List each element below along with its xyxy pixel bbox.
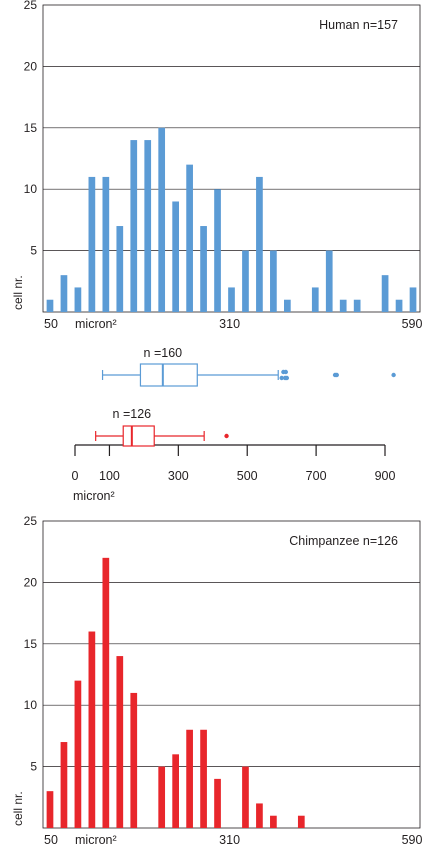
chimp-bar: [270, 815, 277, 828]
boxplot-panel: 0 100 300 500 700 900 micron² n =160 n =126: [72, 346, 396, 503]
chimp-bar: [214, 778, 221, 828]
human-ytick-label: 20: [24, 59, 38, 73]
chimp-ytick-label: 10: [24, 698, 38, 712]
chimp-bar: [256, 803, 263, 828]
chimp-xtick-label: 310: [219, 833, 240, 847]
human-bar: [339, 299, 347, 312]
chimp-xtick-label: 590: [402, 833, 423, 847]
human-bar: [144, 140, 152, 312]
box-chimp-box: [122, 425, 155, 447]
human-bar: [74, 287, 82, 312]
chimp-bar: [242, 766, 249, 828]
human-bar: [186, 164, 193, 312]
human-bar: [130, 140, 138, 312]
human-xtick-label: 50: [44, 317, 58, 331]
chimp-bar: [297, 815, 305, 828]
human-ylabel: cell nr.: [11, 275, 25, 310]
box-chimp-n-label: n =126: [113, 407, 152, 421]
human-bar: [395, 299, 403, 312]
chimp-bar: [60, 742, 68, 828]
human-bar: [60, 275, 68, 312]
human-ytick-label: 15: [24, 121, 38, 135]
chimp-annotation: Chimpanzee n=126: [289, 534, 398, 548]
box-human-box: [139, 363, 198, 387]
chimp-bar: [102, 557, 110, 828]
human-annotation: Human n=157: [319, 18, 398, 32]
human-xtick-label: 590: [402, 317, 423, 331]
human-bar: [228, 287, 235, 312]
box-tick-label: 100: [99, 469, 120, 483]
human-bar: [200, 226, 207, 312]
human-histogram: 5 10 15 20 25 cell nr. Human n=157 50 310 590 micr…: [11, 0, 422, 331]
chimp-ytick-label: 5: [30, 760, 37, 774]
chimp-ylabel: cell nr.: [11, 791, 25, 826]
human-bar: [158, 127, 166, 312]
box-xlabel: micron²: [73, 489, 115, 503]
human-bar: [102, 176, 110, 312]
chimp-ytick-label: 20: [24, 575, 38, 589]
chimp-bar: [158, 766, 166, 828]
human-bar: [88, 176, 96, 312]
chimp-frame: [42, 520, 421, 829]
box-tick-label: 300: [168, 469, 189, 483]
human-bar: [381, 275, 389, 312]
chimp-bar: [116, 656, 124, 828]
chimp-bar: [74, 680, 82, 828]
box-human-outlier: [391, 372, 396, 378]
box-chimp-outlier: [224, 433, 229, 439]
human-bar: [242, 250, 249, 312]
chimp-bar: [46, 791, 54, 828]
chimp-histogram: 5 10 15 20 25 cell nr. Chimpanzee n=126 50 310 59…: [11, 514, 422, 847]
chimp-bar: [130, 692, 138, 828]
human-xlabel: micron²: [75, 317, 117, 331]
human-bar: [325, 250, 333, 312]
box-tick-label: 700: [306, 469, 327, 483]
chimp-bar: [200, 729, 207, 828]
box-human-outlier: [283, 369, 288, 375]
human-xtick-label: 310: [219, 317, 240, 331]
chimp-ytick-label: 25: [24, 514, 38, 528]
human-bar: [284, 299, 291, 312]
chimp-ytick-label: 15: [24, 637, 38, 651]
chimp-bar: [88, 631, 96, 828]
box-tick-label: 900: [375, 469, 396, 483]
human-ytick-label: 10: [24, 182, 38, 196]
box-human-n-label: n =160: [144, 346, 183, 360]
human-bar: [270, 250, 277, 312]
box-tick-label: 500: [237, 469, 258, 483]
human-ytick-label: 25: [24, 0, 38, 12]
human-bar: [256, 176, 263, 312]
box-human-outlier: [279, 375, 284, 381]
chimp-xtick-label: 50: [44, 833, 58, 847]
box-tick-label: 0: [72, 469, 79, 483]
box-human-outlier: [334, 372, 339, 378]
human-frame: [42, 4, 421, 313]
human-bar: [311, 287, 319, 312]
chimp-xlabel: micron²: [75, 833, 117, 847]
chimp-bar: [172, 754, 179, 828]
human-bar: [409, 287, 417, 312]
human-bar: [353, 299, 361, 312]
chimp-bar: [186, 729, 193, 828]
human-bar: [46, 299, 54, 312]
human-bar: [214, 189, 221, 312]
human-bar: [116, 226, 124, 312]
human-bar: [172, 201, 179, 312]
box-human-outlier: [284, 375, 290, 381]
human-ytick-label: 5: [30, 244, 37, 258]
